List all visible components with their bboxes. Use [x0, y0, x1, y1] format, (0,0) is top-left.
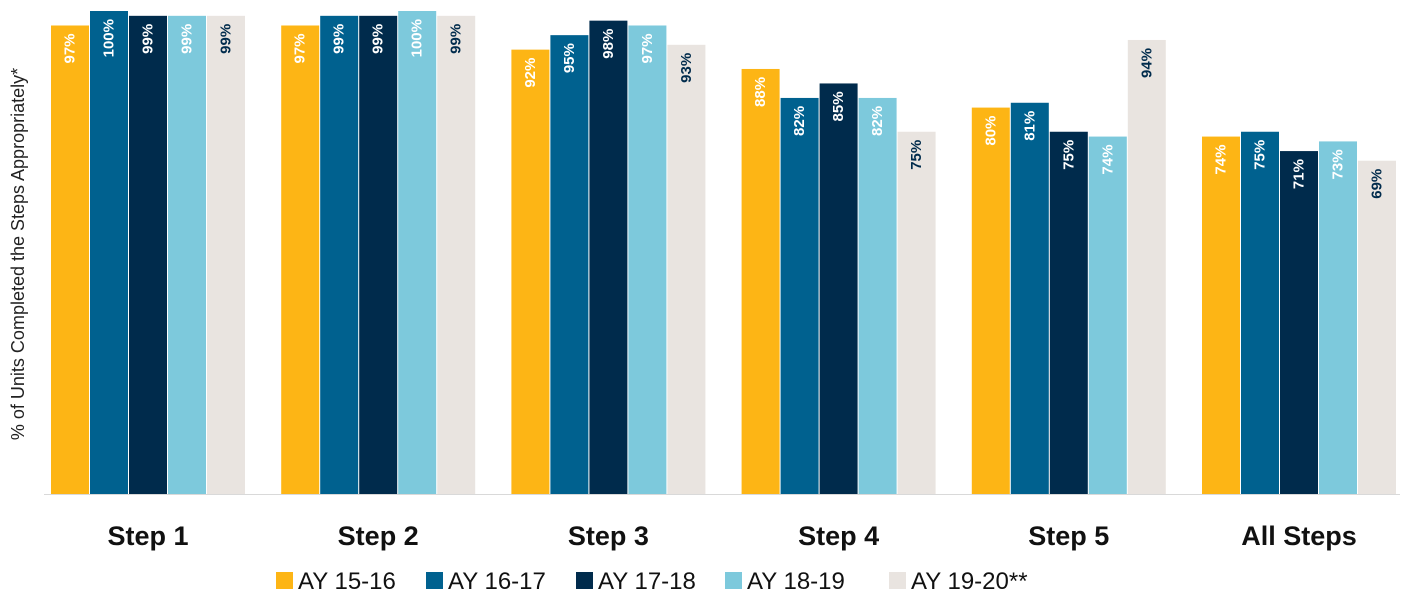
bar: [858, 97, 897, 494]
bar: [1202, 136, 1240, 494]
data-label: 75%: [1252, 140, 1269, 170]
category-label: Step 1: [107, 521, 188, 551]
data-label: 100%: [101, 19, 118, 57]
bar: [207, 15, 245, 495]
data-label: 99%: [218, 24, 235, 54]
bar: [1319, 141, 1357, 494]
bar: [1358, 160, 1396, 495]
data-label: 82%: [791, 106, 808, 136]
data-label: 99%: [370, 24, 387, 54]
bar: [1127, 39, 1166, 494]
data-label: 95%: [561, 43, 578, 73]
data-label: 75%: [908, 140, 925, 170]
bar: [51, 25, 89, 495]
bars-group: [51, 11, 1396, 495]
value-labels-group: 97% 100% 99% 99% 99% 97% 99% 99% 100% 99% 92% 95% 98…: [62, 19, 1386, 199]
data-label: 97%: [639, 33, 656, 63]
bar: [129, 15, 167, 495]
category-label: Step 4: [798, 521, 879, 551]
data-label: 75%: [1060, 140, 1077, 170]
bar: [1010, 102, 1049, 495]
bar: [359, 15, 398, 495]
legend-swatch: [276, 572, 293, 589]
bar: [1088, 136, 1127, 494]
y-axis-label: % of Units Completed the Steps Appropria…: [8, 68, 28, 440]
bar: [320, 15, 359, 495]
data-label: 85%: [830, 91, 847, 121]
bar: [971, 107, 1010, 494]
legend-swatch: [426, 572, 443, 589]
data-label: 71%: [1291, 159, 1308, 189]
bar: [398, 11, 437, 494]
category-label: Step 2: [338, 521, 419, 551]
bar: [1280, 151, 1318, 494]
data-label: 81%: [1021, 111, 1038, 141]
data-label: 92%: [522, 58, 539, 88]
bar: [281, 25, 320, 495]
category-labels-group: Step 1 Step 2 Step 3 Step 4 Step 5 All Steps: [107, 521, 1356, 551]
bar: [780, 97, 819, 494]
legend-label: AY 15-16: [298, 568, 396, 595]
legend-label: AY 19-20**: [911, 568, 1028, 595]
category-label: Step 5: [1028, 521, 1109, 551]
data-label: 99%: [140, 24, 157, 54]
bar: [90, 11, 128, 494]
data-label: 97%: [292, 33, 309, 63]
data-label: 74%: [1213, 145, 1230, 175]
data-label: 73%: [1330, 149, 1347, 179]
data-label: 99%: [448, 24, 465, 54]
legend-label: AY 18-19: [747, 568, 845, 595]
data-label: 69%: [1369, 169, 1386, 199]
bar: [437, 15, 476, 495]
bar: [741, 68, 780, 495]
data-label: 94%: [1138, 48, 1155, 78]
legend-swatch: [576, 572, 593, 589]
data-label: 74%: [1099, 145, 1116, 175]
bar: [550, 35, 589, 495]
data-label: 88%: [752, 77, 769, 107]
data-label: 100%: [409, 19, 426, 57]
bar: [511, 49, 550, 494]
bar: [168, 15, 206, 495]
data-label: 93%: [678, 53, 695, 83]
bar: [589, 20, 628, 494]
data-label: 99%: [331, 24, 348, 54]
legend: AY 15-16 AY 16-17 AY 17-18 AY 18-19 AY 19-20…: [276, 568, 1028, 595]
legend-swatch: [725, 572, 742, 589]
legend-label: AY 16-17: [448, 568, 546, 595]
bar: [897, 131, 936, 494]
bar: [819, 83, 858, 494]
data-label: 82%: [869, 106, 886, 136]
bar: [1241, 131, 1279, 494]
data-label: 99%: [179, 24, 196, 54]
bar: [1049, 131, 1088, 494]
bar: [628, 25, 667, 495]
category-label: Step 3: [568, 521, 649, 551]
legend-swatch: [889, 572, 906, 589]
data-label: 98%: [600, 29, 617, 59]
bar: [667, 44, 706, 495]
data-label: 97%: [62, 33, 79, 63]
category-label: All Steps: [1241, 521, 1357, 551]
legend-label: AY 17-18: [598, 568, 696, 595]
data-label: 80%: [982, 116, 999, 146]
